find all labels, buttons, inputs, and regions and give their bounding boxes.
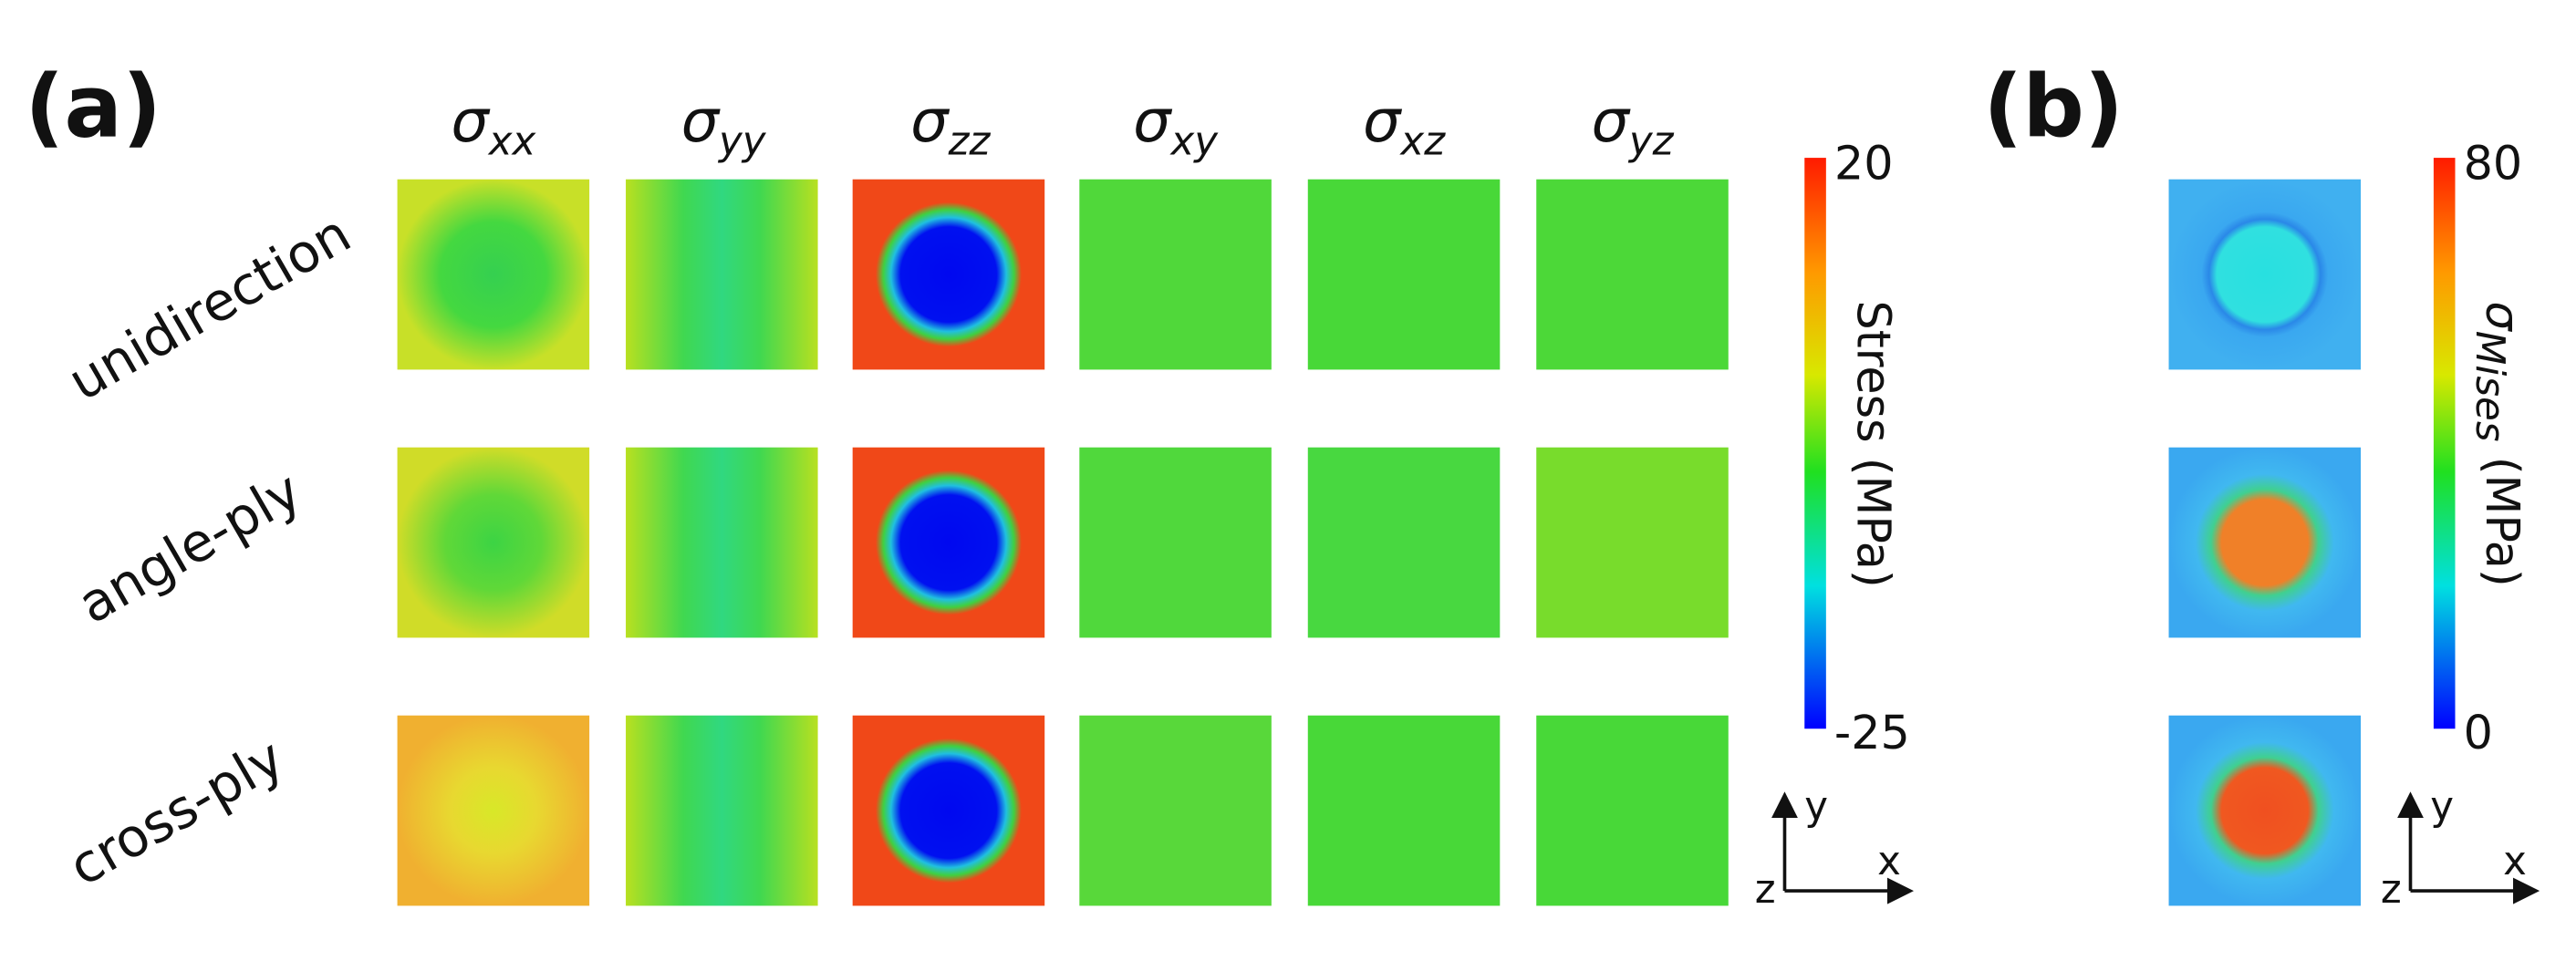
row-label: cross-ply [58, 727, 294, 898]
heatmap [1536, 715, 1729, 906]
heatmap [1079, 179, 1272, 370]
panel-label: (b) [1983, 57, 2124, 157]
heatmap [1307, 447, 1501, 638]
colorbar-min: -25 [1834, 706, 1910, 760]
column-header: σxz [1363, 87, 1446, 165]
heatmap [1536, 447, 1729, 638]
heatmap [397, 447, 590, 638]
column-header: σyy [681, 87, 767, 165]
axis-icon [1771, 791, 1915, 904]
axis-label: x [1877, 839, 1901, 884]
axis-label: x [2503, 839, 2527, 884]
axis-label: y [1804, 784, 1828, 830]
row-label: unidirection [58, 202, 361, 413]
heatmap [397, 179, 590, 370]
heatmap [1307, 179, 1501, 370]
colorbar-max: 80 [2464, 137, 2523, 191]
column-header: σxx [451, 87, 536, 165]
heatmap-grid [397, 179, 1729, 906]
heatmap [852, 715, 1045, 906]
colorbar-min: 0 [2464, 706, 2493, 760]
colorbar-label: Stress (MPa) [1846, 300, 1900, 587]
heatmap [626, 715, 818, 906]
colorbar [2433, 158, 2456, 729]
heatmap [1079, 447, 1272, 638]
heatmap [852, 447, 1045, 638]
heatmap [397, 715, 590, 906]
colorbar [1804, 158, 1826, 729]
axis-label: z [2381, 867, 2402, 913]
column-headers: σxx σyy σzz σxy σxz σyz [451, 87, 1674, 165]
panel-label: (a) [25, 57, 161, 157]
column-header: σyz [1591, 87, 1674, 165]
heatmap [1536, 179, 1729, 370]
heatmap [1307, 715, 1501, 906]
colorbar-label: σMises (MPa) [2467, 301, 2529, 586]
axis-icon [2396, 791, 2540, 904]
colorbar-max: 20 [1834, 137, 1894, 191]
heatmap [2168, 179, 2362, 370]
heatmap [2168, 447, 2362, 638]
column-header: σxy [1133, 87, 1219, 165]
heatmap [2168, 715, 2362, 906]
column-header: σzz [910, 87, 991, 165]
heatmap-column [2168, 179, 2362, 906]
heatmap [1079, 715, 1272, 906]
heatmap [626, 447, 818, 638]
row-label: angle-ply [68, 460, 311, 636]
axis-label: z [1755, 867, 1776, 913]
axis-label: y [2430, 784, 2454, 830]
heatmap [852, 179, 1045, 370]
heatmap [626, 179, 818, 370]
